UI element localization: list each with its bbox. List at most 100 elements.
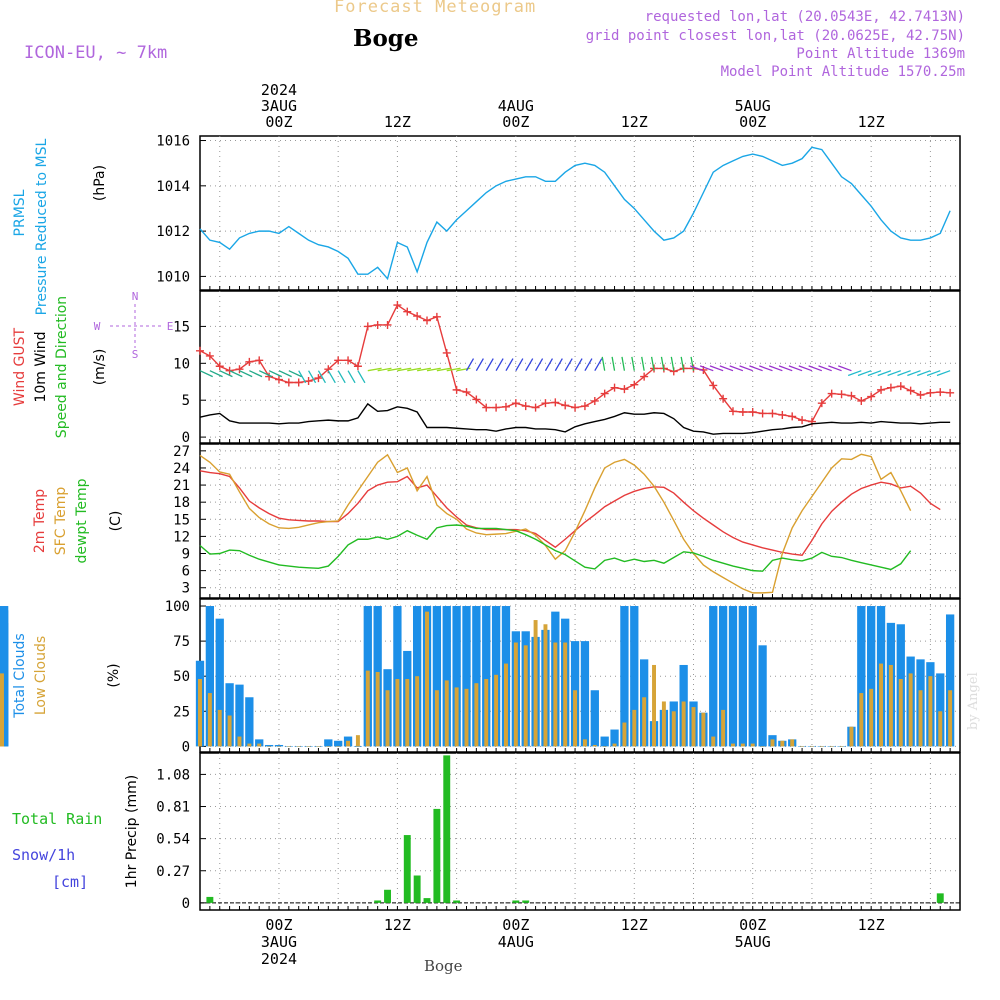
y-tick-label: 25 bbox=[173, 704, 190, 720]
time-label-top: 12Z bbox=[384, 113, 411, 131]
wind-arrow bbox=[288, 370, 302, 378]
total-cloud-bar bbox=[334, 740, 343, 747]
wind-arrow bbox=[426, 367, 441, 372]
total-cloud-bar bbox=[945, 614, 955, 747]
wind-arrow bbox=[917, 370, 931, 377]
low-cloud-bar bbox=[543, 624, 548, 747]
wind-arrow bbox=[377, 367, 392, 372]
total-cloud-bar bbox=[857, 606, 866, 747]
low-cloud-bar bbox=[553, 642, 558, 747]
gust-marker bbox=[482, 403, 491, 412]
total-cloud-bar bbox=[610, 729, 619, 747]
wind-arrow bbox=[209, 370, 223, 378]
y-tick-label: 1010 bbox=[156, 269, 190, 285]
panel-label: 2m Temp bbox=[32, 489, 48, 553]
precip-bar bbox=[403, 835, 411, 903]
wind-arrow bbox=[719, 365, 734, 372]
low-cloud-bar bbox=[217, 709, 222, 747]
wind-arrow bbox=[584, 358, 593, 372]
wind-arrow bbox=[680, 356, 685, 371]
low-cloud-bar bbox=[661, 701, 666, 747]
low-cloud-bar bbox=[849, 726, 854, 747]
wind-arrow bbox=[347, 370, 356, 384]
y-tick-label: 3 bbox=[182, 581, 190, 597]
precip-bar bbox=[443, 755, 451, 903]
low-cloud-bar bbox=[434, 690, 439, 747]
panel-unit: (C) bbox=[108, 511, 124, 532]
compass-label: S bbox=[132, 348, 139, 361]
time-label-bottom: 3AUG bbox=[261, 933, 297, 951]
y-tick-label: 1016 bbox=[156, 134, 190, 150]
series-line bbox=[199, 146, 951, 281]
panel-frame bbox=[199, 290, 961, 444]
total-cloud-bar bbox=[728, 606, 738, 747]
low-cloud-bar bbox=[908, 673, 913, 747]
low-cloud-bar bbox=[859, 693, 864, 747]
gust-marker bbox=[245, 357, 254, 366]
gust-marker bbox=[788, 412, 797, 421]
panel-label: Speed and Direction bbox=[54, 296, 70, 438]
low-cloud-bar bbox=[888, 664, 893, 747]
wind-arrow bbox=[690, 356, 695, 371]
gust-marker bbox=[877, 385, 886, 394]
gust-marker bbox=[344, 356, 353, 365]
wind-arrow bbox=[631, 356, 635, 371]
total-cloud-bar bbox=[264, 744, 274, 747]
total-cloud-bar bbox=[205, 606, 215, 747]
series-line bbox=[199, 453, 912, 594]
time-label-bottom: 12Z bbox=[858, 916, 885, 934]
total-cloud-bar bbox=[432, 606, 442, 747]
panel-label: SFC Temp bbox=[53, 487, 69, 556]
low-cloud-bar bbox=[198, 679, 202, 747]
total-cloud-bar bbox=[580, 641, 590, 747]
wind-arrow bbox=[739, 365, 753, 372]
model-label: ICON-EU, ~ 7km bbox=[24, 43, 168, 63]
low-cloud-bar bbox=[375, 671, 380, 747]
low-cloud-bar bbox=[898, 679, 903, 747]
panel-frame bbox=[199, 752, 961, 911]
wind-arrow bbox=[436, 367, 451, 372]
model-point-altitude: Model Point Altitude 1570.25m bbox=[720, 64, 965, 80]
time-label-bottom: 5AUG bbox=[735, 933, 771, 951]
series-line bbox=[199, 470, 941, 556]
low-cloud-bar bbox=[671, 711, 676, 747]
wind-arrow bbox=[387, 367, 402, 372]
y-tick-label: 0 bbox=[182, 430, 190, 446]
low-cloud-bar bbox=[346, 740, 351, 747]
wind-arrow bbox=[407, 367, 422, 372]
gust-marker bbox=[373, 320, 382, 329]
wind-arrow bbox=[525, 358, 534, 372]
gust-marker bbox=[936, 388, 945, 397]
gust-marker bbox=[837, 390, 846, 399]
low-cloud-bar bbox=[454, 687, 459, 747]
low-cloud-bar bbox=[652, 664, 656, 747]
panel-label: Low Clouds bbox=[33, 636, 49, 715]
y-tick-label: 15 bbox=[173, 319, 190, 335]
panel-label: Pressure Reduced to MSL bbox=[34, 138, 50, 315]
wind-arrow bbox=[199, 370, 213, 378]
gust-marker bbox=[610, 383, 619, 392]
low-cloud-bar bbox=[504, 663, 508, 747]
gust-marker bbox=[620, 385, 629, 394]
wind-arrow bbox=[709, 365, 724, 372]
low-cloud-bar bbox=[770, 739, 775, 747]
y-tick-label: 24 bbox=[173, 461, 190, 477]
gust-marker bbox=[748, 408, 757, 417]
wind-arrow bbox=[838, 365, 852, 372]
panel-label: [cm] bbox=[52, 873, 88, 891]
y-tick-label: 9 bbox=[182, 547, 190, 563]
series-line bbox=[199, 524, 912, 572]
gust-marker bbox=[452, 385, 461, 394]
total-cloud-bar bbox=[0, 610, 9, 747]
wind-arrow bbox=[907, 370, 921, 377]
precip-bar bbox=[512, 900, 520, 903]
time-label-bottom: 12Z bbox=[384, 916, 411, 934]
gust-marker bbox=[571, 403, 580, 412]
low-cloud-bar bbox=[573, 690, 578, 747]
gust-marker bbox=[857, 396, 866, 405]
low-cloud-bar bbox=[750, 743, 755, 747]
low-cloud-bar bbox=[632, 709, 637, 747]
precip-bar bbox=[384, 889, 391, 903]
wind-arrow bbox=[798, 365, 813, 372]
